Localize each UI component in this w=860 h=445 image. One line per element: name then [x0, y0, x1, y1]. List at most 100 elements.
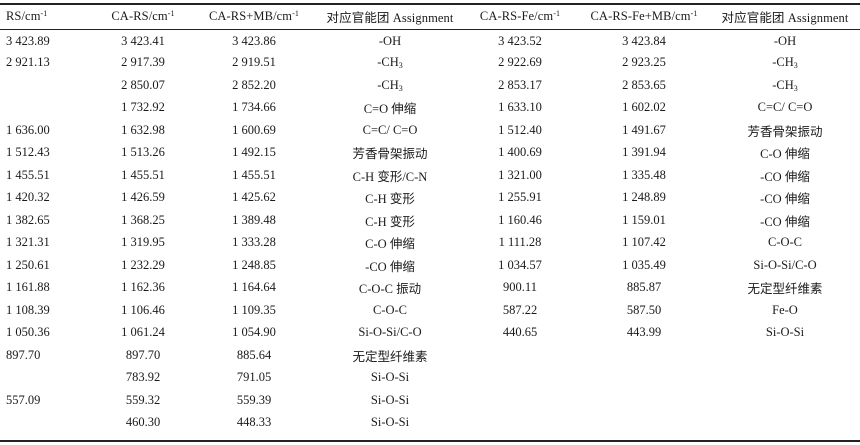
table-cell: 1 232.29	[96, 254, 190, 277]
table-cell: 1 319.95	[96, 232, 190, 255]
cell-text: 3 423.84	[622, 33, 666, 48]
cell-text: C=C/ C=O	[757, 100, 813, 115]
table-cell: 1 034.57	[462, 254, 578, 277]
cell-text: C=C/ C=O	[362, 122, 418, 137]
cell-text: -CH	[772, 77, 794, 92]
table-row: 1 108.39 1 106.46 1 109.35 C-O-C 587.22 587.5…	[0, 299, 860, 322]
table-cell: 897.70	[96, 344, 190, 367]
cell-text: 587.22	[502, 302, 538, 317]
column-header-unit-exponent: -1	[40, 9, 48, 18]
table-row: 1 050.36 1 061.24 1 054.90 Si-O-Si/C-O 440.6…	[0, 322, 860, 345]
column-header-label: RS/cm	[6, 9, 41, 23]
cell-text: -CH	[377, 77, 399, 92]
table-cell: 2 850.07	[96, 74, 190, 97]
table-cell: C-H 变形/C-N	[318, 164, 462, 187]
table-cell	[578, 412, 710, 435]
table-cell: 1 109.35	[190, 299, 318, 322]
table-row: 1 455.51 1 455.51 1 455.51 C-H 变形/C-N 1 321.…	[0, 164, 860, 187]
cell-text: 1 248.89	[622, 190, 666, 205]
column-header: 对应官能团 Assignment	[710, 4, 860, 29]
cell-text: 2 921.13	[6, 55, 50, 70]
table-cell: -CO 伸缩	[318, 254, 462, 277]
table-cell: 2 923.25	[578, 52, 710, 75]
cell-text: -OH	[378, 33, 402, 48]
table-cell: C-O 伸缩	[710, 142, 860, 165]
table-row: 1 512.43 1 513.26 1 492.15 芳香骨架振动 1 400.69 1 …	[0, 142, 860, 165]
table-cell: 2 921.13	[0, 52, 96, 75]
cell-text: 1 107.42	[622, 235, 666, 250]
cell-text: 无定型纤维素	[747, 282, 823, 297]
cell-text: 2 853.17	[498, 77, 542, 92]
column-header: CA-RS-Fe/cm-1	[462, 4, 578, 29]
cell-text: 1 159.01	[622, 212, 666, 227]
cell-text: 1 389.48	[232, 212, 276, 227]
cell-text: Si-O-Si/C-O	[358, 325, 422, 340]
table-cell: C-O-C	[318, 299, 462, 322]
cell-text: 3 423.89	[6, 33, 50, 48]
table-cell: 783.92	[96, 367, 190, 390]
cell-text: -CH	[772, 55, 794, 70]
table-cell: 3 423.41	[96, 29, 190, 52]
table-cell: 559.39	[190, 389, 318, 412]
cell-text: 900.11	[503, 280, 537, 295]
cell-text: -CO 伸缩	[760, 192, 810, 207]
cell-text: 1 321.31	[6, 235, 50, 250]
table-row: 460.30 448.33 Si-O-Si	[0, 412, 860, 435]
table-cell	[462, 412, 578, 435]
table-cell	[462, 344, 578, 367]
table-cell: Si-O-Si/C-O	[318, 322, 462, 345]
cell-text: 1 160.46	[498, 212, 542, 227]
cell-text: 1 368.25	[121, 212, 165, 227]
table-cell: 2 917.39	[96, 52, 190, 75]
cell-text: 2 917.39	[121, 55, 165, 70]
table-cell: C-O-C	[710, 232, 860, 255]
cell-text: 3 423.52	[498, 33, 542, 48]
table-cell: Si-O-Si	[318, 389, 462, 412]
cell-text: C=O 伸缩	[363, 102, 417, 117]
table-row: 1 161.88 1 162.36 1 164.64 C-O-C 振动 900.11 88…	[0, 277, 860, 300]
table-cell	[710, 367, 860, 390]
cell-text: 559.32	[125, 392, 161, 407]
table-cell: C-H 变形	[318, 209, 462, 232]
cell-text: 1 164.64	[232, 280, 276, 295]
table-row: 557.09 559.32 559.39 Si-O-Si	[0, 389, 860, 412]
column-header-unit-exponent: -1	[690, 9, 698, 18]
table-cell: 1 159.01	[578, 209, 710, 232]
cell-text: 1 513.26	[121, 145, 165, 160]
table-cell: -OH	[710, 29, 860, 52]
cell-text: C-O-C	[767, 235, 803, 250]
table-cell: C=C/ C=O	[710, 97, 860, 120]
table-row: 1 420.32 1 426.59 1 425.62 C-H 变形 1 255.91 1 …	[0, 187, 860, 210]
column-header-label: CA-RS-Fe/cm	[479, 9, 554, 23]
cell-text: 1 636.00	[6, 122, 50, 137]
column-header: CA-RS+MB/cm-1	[190, 4, 318, 29]
table-cell: Si-O-Si	[710, 322, 860, 345]
table-cell: C=O 伸缩	[318, 97, 462, 120]
table-cell: -CO 伸缩	[710, 164, 860, 187]
cell-text: -CO 伸缩	[365, 259, 415, 274]
table-cell: 791.05	[190, 367, 318, 390]
cell-text: 1 248.85	[232, 257, 276, 272]
table-cell: 1 054.90	[190, 322, 318, 345]
table-cell: 1 160.46	[462, 209, 578, 232]
cell-text: 2 852.20	[232, 77, 276, 92]
cell-text: 1 600.69	[232, 122, 276, 137]
cell-text: 1 162.36	[121, 280, 165, 295]
table-cell: 1 255.91	[462, 187, 578, 210]
column-header: 对应官能团 Assignment	[318, 4, 462, 29]
table-row: 2 850.07 2 852.20 -CH3 2 853.17 2 853.65 -CH3	[0, 74, 860, 97]
table-cell: Si-O-Si	[318, 412, 462, 435]
cell-text: 440.65	[502, 325, 538, 340]
table-cell: 1 108.39	[0, 299, 96, 322]
table-cell: 1 162.36	[96, 277, 190, 300]
table-cell: 885.87	[578, 277, 710, 300]
cell-text: 557.09	[6, 392, 41, 407]
table-row: 783.92 791.05 Si-O-Si	[0, 367, 860, 390]
table-cell: 1 389.48	[190, 209, 318, 232]
table-cell: -OH	[318, 29, 462, 52]
table-cell: 440.65	[462, 322, 578, 345]
table-cell: 1 455.51	[190, 164, 318, 187]
table-body: 3 423.89 3 423.41 3 423.86 -OH 3 423.52 3 423…	[0, 29, 860, 434]
cell-text: 1 161.88	[6, 280, 50, 295]
